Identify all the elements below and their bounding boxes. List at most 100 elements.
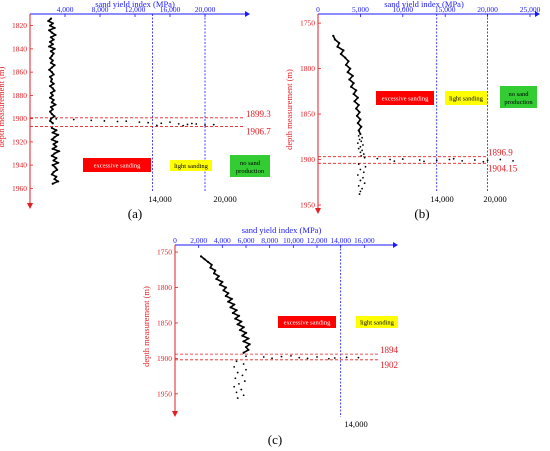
data-point (103, 120, 106, 122)
data-point (359, 168, 362, 171)
data-point (49, 61, 53, 64)
data-point (231, 311, 235, 315)
data-point (393, 160, 396, 163)
data-point (452, 157, 455, 160)
data-point (376, 157, 379, 160)
data-point (357, 129, 360, 132)
y-tick-label: 1900 (12, 114, 27, 123)
data-point (227, 292, 230, 295)
data-point (222, 289, 225, 292)
panel-caption: (a) (128, 206, 142, 221)
chart-panel-b: sand yield index (MPa) 0 5,000 10,000 15,000… (284, 0, 541, 221)
zone-label: excessive sanding (382, 96, 430, 103)
data-point (55, 157, 58, 160)
threshold-vline-label: 20,000 (213, 194, 236, 204)
y-tick-label: 1750 (157, 248, 172, 257)
y-tick-label: 1850 (300, 110, 315, 119)
x-axis-arrow (393, 242, 398, 248)
data-point (50, 54, 53, 57)
data-point (235, 391, 238, 394)
data-point (49, 50, 53, 53)
data-point (473, 159, 476, 161)
data-point (363, 182, 366, 185)
data-point (242, 351, 245, 354)
y-tick-label: 1880 (12, 91, 27, 100)
data-point (338, 42, 341, 45)
data-point (51, 43, 54, 46)
data-point (51, 147, 54, 150)
data-point (55, 117, 58, 120)
data-point (221, 280, 224, 283)
data-point (53, 64, 56, 67)
data-point (238, 328, 242, 332)
data-point (116, 120, 119, 123)
zone-box (278, 316, 336, 328)
data-point (244, 345, 248, 349)
data-point (357, 134, 360, 137)
y-tick-label: 1850 (157, 318, 172, 327)
data-point (50, 71, 53, 74)
data-point (448, 158, 451, 161)
data-point (355, 114, 359, 117)
depth-hline-label: 1899.3 (246, 109, 271, 119)
data-point (53, 152, 56, 155)
zone-label: no sand production (236, 160, 265, 175)
threshold-vline-label: 14,000 (148, 194, 171, 204)
data-point (195, 123, 198, 125)
data-point (359, 179, 362, 182)
data-point (298, 356, 301, 359)
data-point (357, 147, 360, 150)
x-axis-arrow (245, 11, 250, 17)
data-point (155, 124, 158, 127)
data-point (203, 258, 206, 261)
data-point (242, 363, 245, 365)
data-point (359, 190, 362, 193)
data-point (52, 159, 55, 162)
data-line (200, 255, 252, 354)
x-tick-label: 8,000 (261, 236, 278, 245)
data-point (244, 331, 248, 334)
data-point (72, 118, 75, 121)
data-point (245, 355, 247, 358)
data-point (247, 337, 250, 340)
data-point (52, 98, 55, 102)
data-point (51, 131, 54, 134)
depth-hline-label: 1906.7 (246, 126, 271, 136)
y-tick-label: 1960 (12, 184, 27, 193)
data-point (262, 356, 265, 358)
data-point (51, 22, 54, 25)
panel-caption: (c) (268, 432, 282, 447)
data-point (209, 266, 212, 269)
data-point (52, 38, 55, 41)
data-point (52, 52, 55, 55)
data-point (237, 314, 240, 317)
data-point (486, 159, 489, 162)
depth-hline-label: 1902 (380, 360, 398, 370)
zone-box (445, 91, 487, 105)
x-tick-label: 10,000 (392, 5, 413, 14)
x-tick-label: 20,000 (477, 5, 498, 14)
data-point (357, 185, 360, 187)
data-point (125, 120, 128, 123)
depth-hline-label: 1896.9 (488, 148, 513, 158)
data-point (233, 365, 236, 368)
data-point (358, 193, 361, 195)
data-point (359, 132, 362, 136)
y-tick-label: 1920 (12, 137, 27, 146)
data-point (212, 123, 215, 126)
data-point (339, 52, 342, 56)
zone-box (356, 316, 398, 328)
x-tick-label: 14,000 (330, 236, 351, 245)
data-point (50, 78, 53, 81)
data-point (49, 91, 53, 95)
threshold-vline-label: 14,000 (344, 419, 367, 429)
data-point (356, 142, 359, 145)
data-point (348, 78, 351, 81)
data-point (357, 163, 360, 165)
zone-box (376, 91, 434, 105)
data-point (53, 89, 56, 92)
data-point (360, 140, 363, 143)
data-point (229, 306, 232, 309)
data-point (233, 385, 236, 388)
